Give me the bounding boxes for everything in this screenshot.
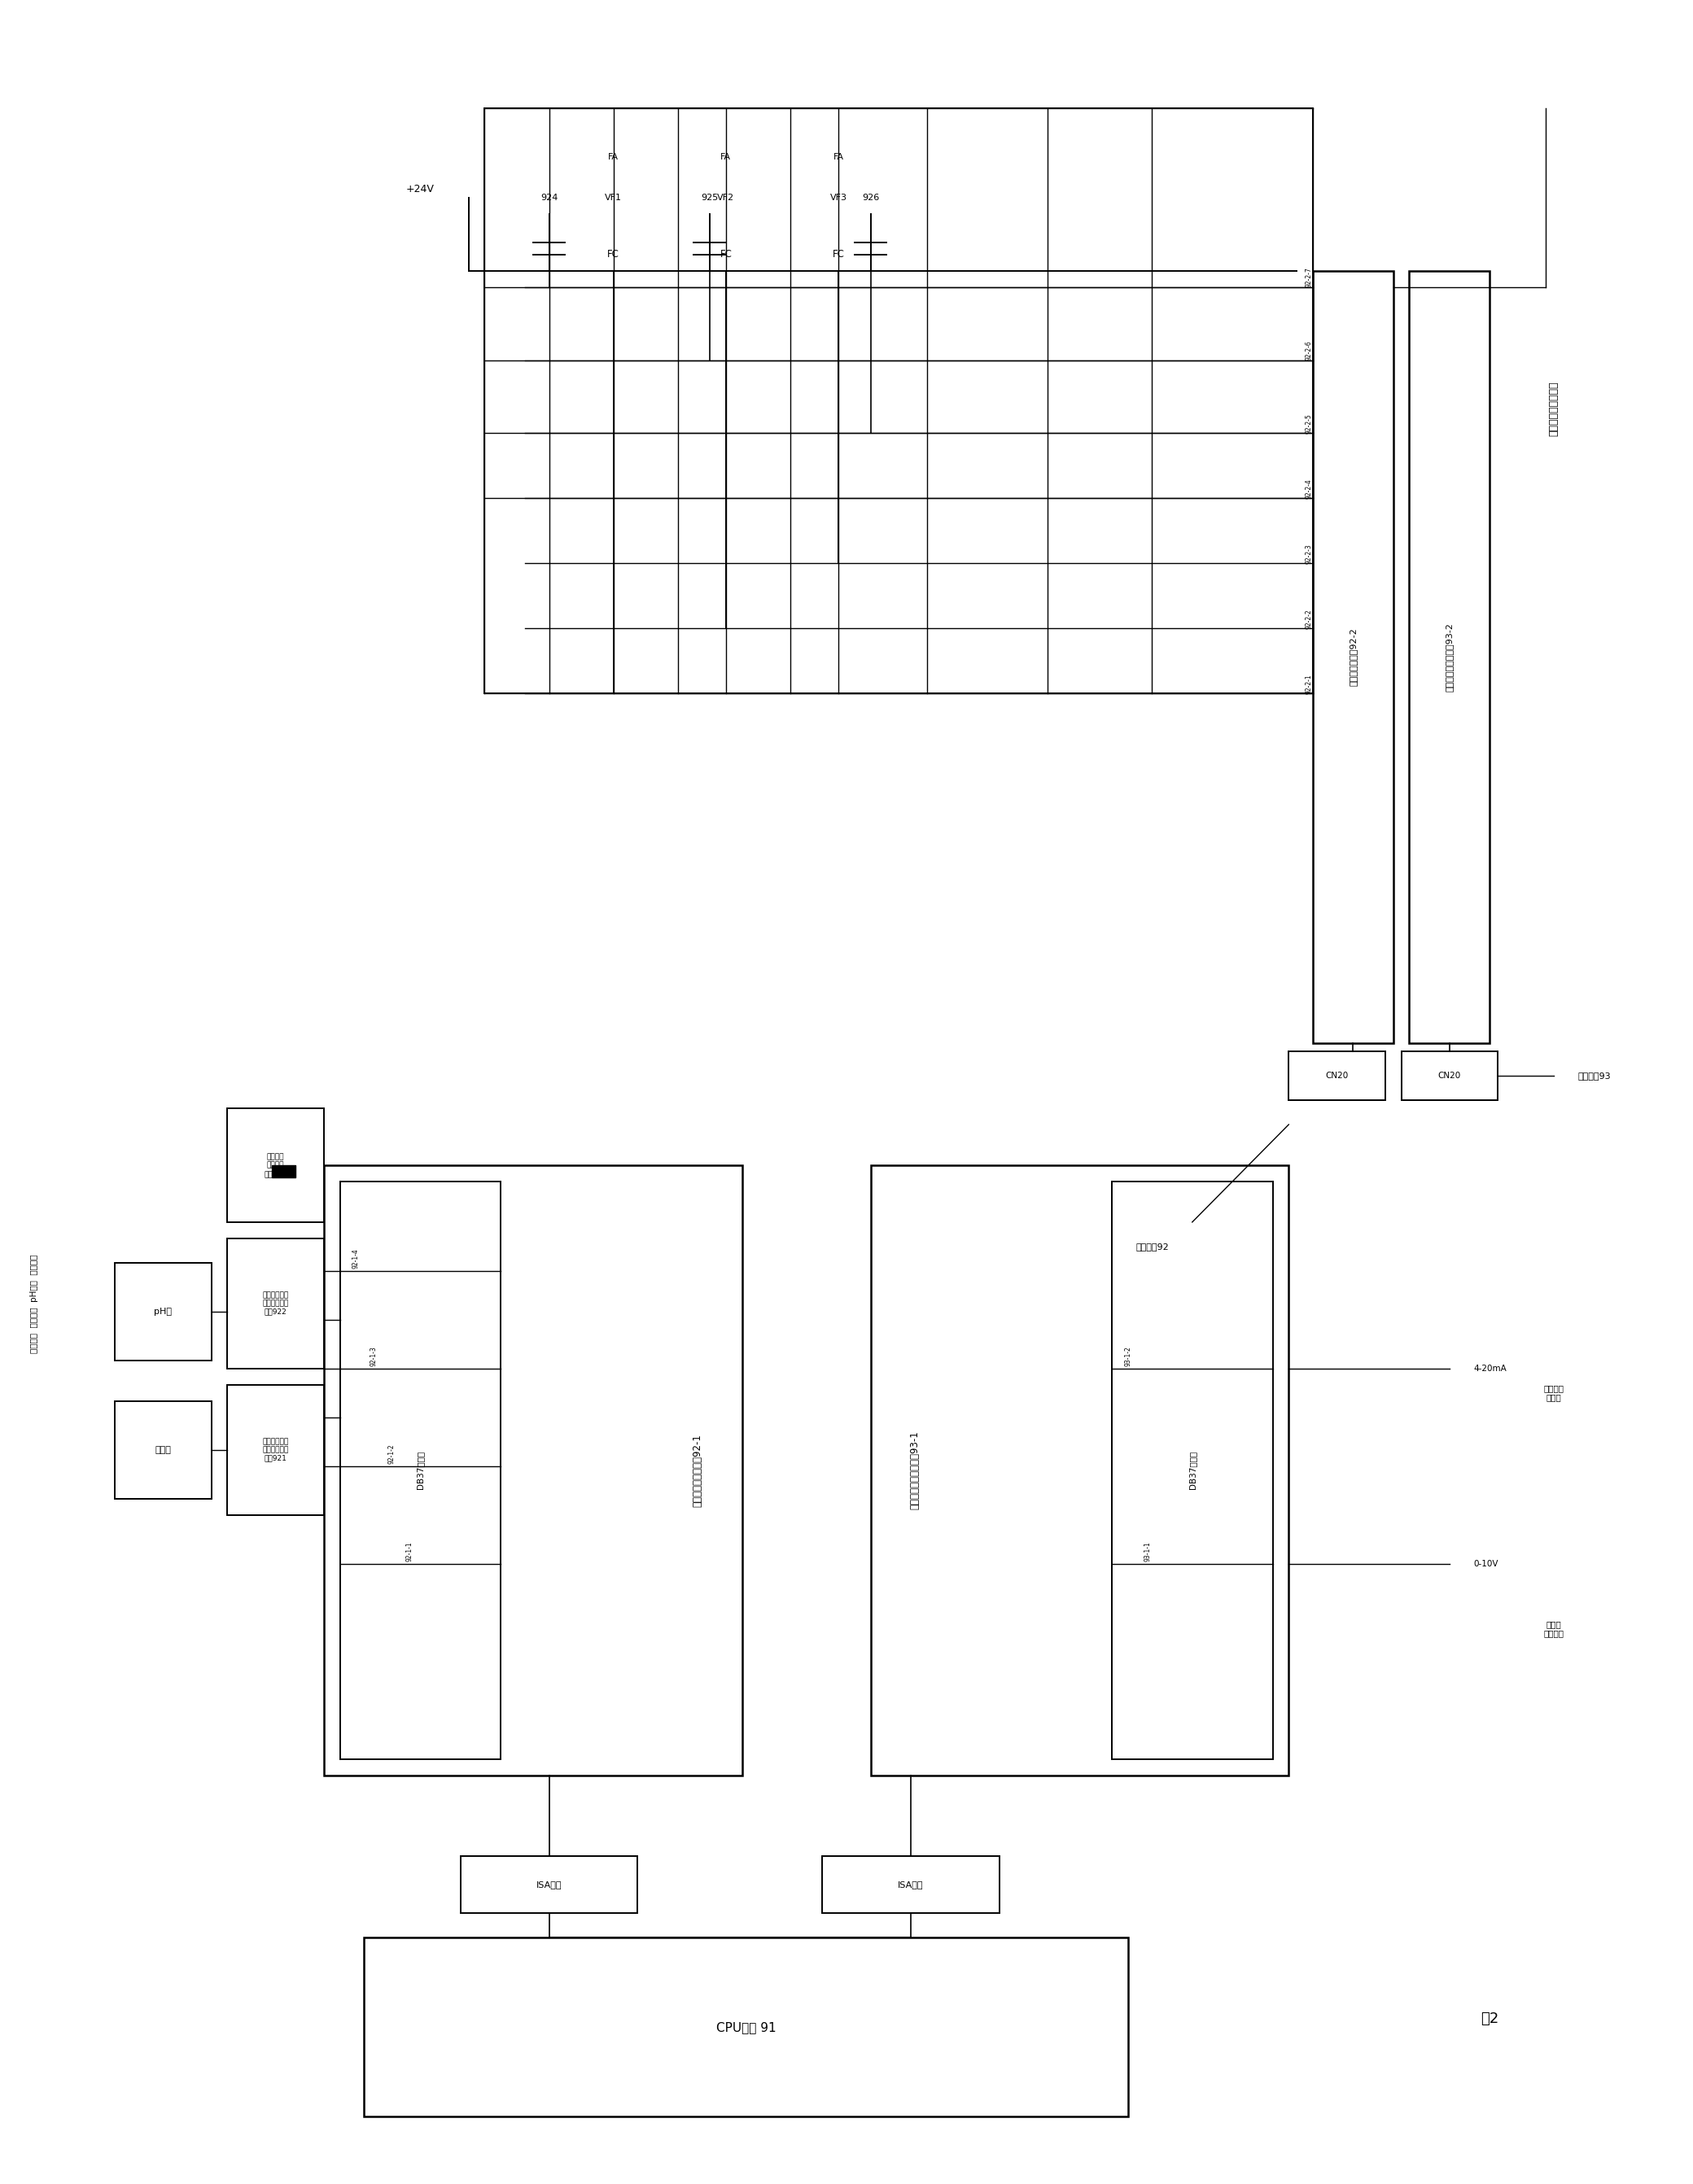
Bar <box>323 1166 742 1776</box>
Text: 数字继电器输出板卡93-2: 数字继电器输出板卡93-2 <box>1446 622 1454 692</box>
Bar <box>460 1856 638 1913</box>
Text: DB37插头座: DB37插头座 <box>1188 1450 1197 1489</box>
Bar <box>115 1262 212 1361</box>
Text: ISA总线: ISA总线 <box>897 1880 924 1889</box>
Text: FA: FA <box>833 153 843 162</box>
Text: 4-20mA: 4-20mA <box>1473 1365 1507 1372</box>
Text: 干缸染液
计量泵: 干缸染液 计量泵 <box>1544 1385 1564 1402</box>
Text: 925: 925 <box>701 194 718 201</box>
Bar <box>227 1385 323 1516</box>
Text: 924: 924 <box>540 194 557 201</box>
Text: VF2: VF2 <box>718 194 735 201</box>
Text: 电位仪: 电位仪 <box>156 1446 171 1455</box>
Text: 保险粉
添加信号: 保险粉 添加信号 <box>1544 1621 1564 1638</box>
Text: FC: FC <box>833 249 845 260</box>
Text: FA: FA <box>721 153 731 162</box>
Text: 92-2-1: 92-2-1 <box>1305 673 1312 695</box>
Bar <box>823 1856 999 1913</box>
Bar <box>870 1166 1288 1776</box>
Text: 输出板卡93: 输出板卡93 <box>1578 1072 1610 1079</box>
Bar <box>227 1107 323 1223</box>
Text: 模拟及数字信号输出卡93-1: 模拟及数字信号输出卡93-1 <box>909 1431 919 1509</box>
Text: CN20: CN20 <box>1437 1072 1461 1079</box>
Text: 92-1-4: 92-1-4 <box>352 1249 359 1269</box>
Text: 染液循环泵正常运转: 染液循环泵正常运转 <box>1549 382 1559 437</box>
Text: 93-1-2: 93-1-2 <box>1124 1345 1131 1367</box>
Text: 92-2-4: 92-2-4 <box>1305 478 1312 498</box>
Text: 电位探头  温度探头  pH探头  温度探头: 电位探头 温度探头 pH探头 温度探头 <box>30 1254 39 1352</box>
Text: 模拟信号输入采样卡92-1: 模拟信号输入采样卡92-1 <box>692 1433 703 1507</box>
Text: 92-1-1: 92-1-1 <box>405 1542 413 1562</box>
Text: 92-2-6: 92-2-6 <box>1305 341 1312 360</box>
Text: 0-10V: 0-10V <box>1473 1559 1498 1568</box>
Bar <box>271 1166 296 1177</box>
Bar <box>227 1238 323 1369</box>
Text: 保险粉添
加调谐节
电路923: 保险粉添 加调谐节 电路923 <box>264 1153 288 1177</box>
Text: 第二电源电流
转换电压转换
电路922: 第二电源电流 转换电压转换 电路922 <box>262 1291 290 1315</box>
Bar <box>115 1400 212 1498</box>
Text: VF1: VF1 <box>604 194 621 201</box>
Text: ISA总线: ISA总线 <box>537 1880 562 1889</box>
Text: FA: FA <box>608 153 618 162</box>
Text: DB37插头座: DB37插头座 <box>416 1450 425 1489</box>
Bar <box>364 1937 1128 2116</box>
Bar <box>1288 1051 1385 1101</box>
Text: FC: FC <box>608 249 620 260</box>
Bar <box>340 1182 501 1758</box>
Bar <box>1402 1051 1498 1101</box>
Text: 数字信号输入卡92-2: 数字信号输入卡92-2 <box>1349 627 1358 686</box>
Text: 926: 926 <box>862 194 879 201</box>
Text: FC: FC <box>720 249 731 260</box>
Text: 图2: 图2 <box>1481 2011 1498 2027</box>
Text: 92-2-3: 92-2-3 <box>1305 544 1312 563</box>
Bar <box>1409 271 1490 1044</box>
Bar <box>484 107 1312 695</box>
Text: 输入板卡92: 输入板卡92 <box>1136 1243 1168 1251</box>
Text: VF3: VF3 <box>830 194 846 201</box>
Text: pH仪: pH仪 <box>154 1308 173 1315</box>
Text: 92-1-2: 92-1-2 <box>388 1444 394 1463</box>
Text: 第一电源电流
转换电压转换
电路921: 第一电源电流 转换电压转换 电路921 <box>262 1437 290 1461</box>
Text: 92-1-3: 92-1-3 <box>371 1345 378 1367</box>
Text: CPU板卡 91: CPU板卡 91 <box>716 2020 775 2033</box>
Bar <box>1112 1182 1273 1758</box>
Text: 92-2-7: 92-2-7 <box>1305 266 1312 288</box>
Bar <box>1312 271 1393 1044</box>
Text: CN20: CN20 <box>1326 1072 1348 1079</box>
Text: 92-2-5: 92-2-5 <box>1305 413 1312 435</box>
Text: 92-2-2: 92-2-2 <box>1305 609 1312 629</box>
Text: 93-1-1: 93-1-1 <box>1144 1542 1151 1562</box>
Text: +24V: +24V <box>406 183 435 194</box>
